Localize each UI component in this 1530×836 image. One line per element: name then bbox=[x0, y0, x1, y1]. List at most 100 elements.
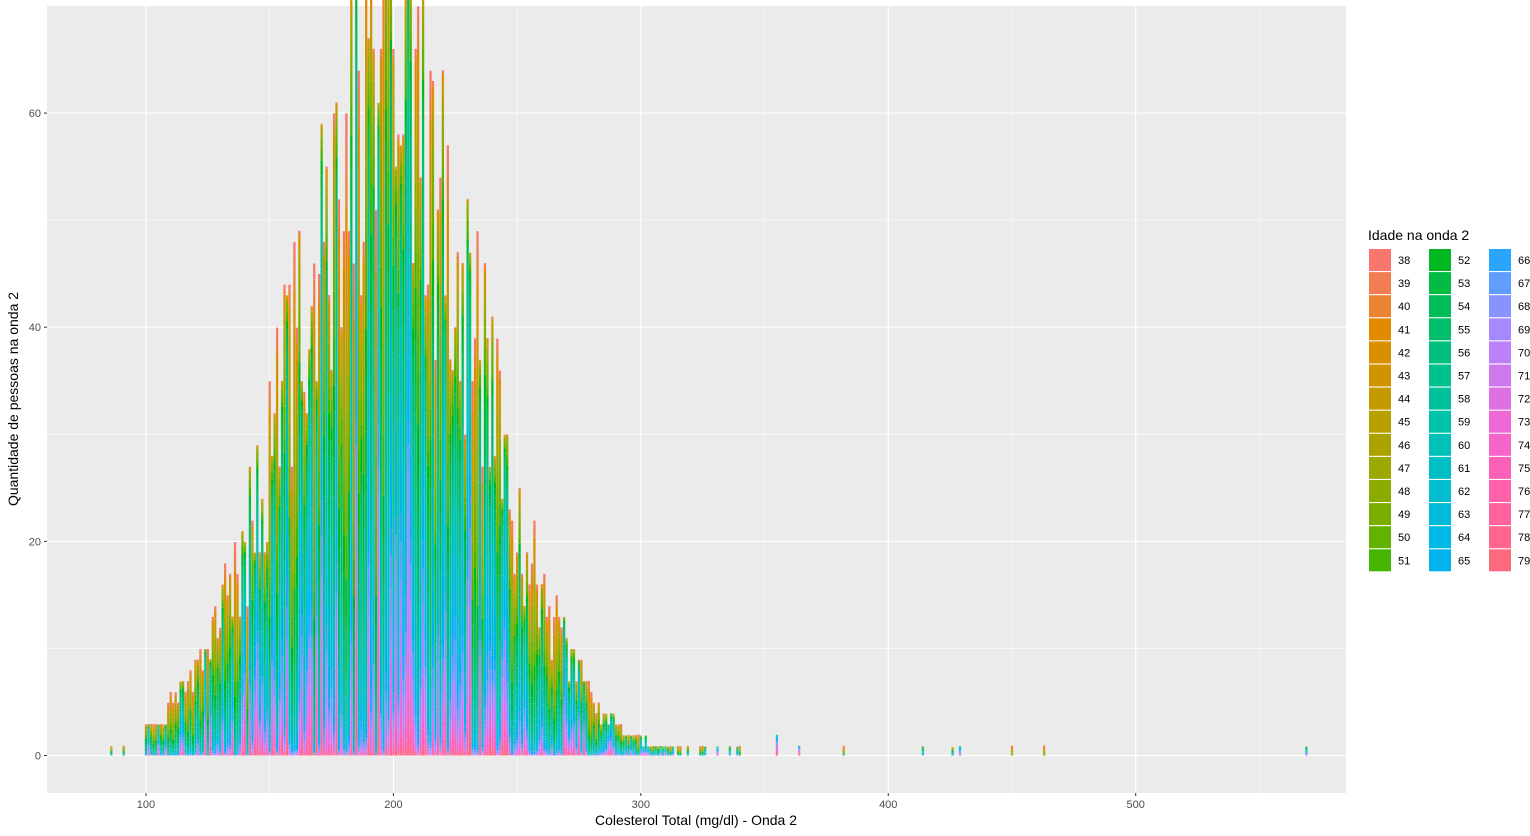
histogram-bar-segment bbox=[159, 725, 162, 726]
histogram-bar-segment bbox=[214, 735, 217, 740]
histogram-bar-segment bbox=[268, 628, 271, 649]
histogram-bar-segment bbox=[466, 319, 469, 347]
histogram-bar-segment bbox=[466, 604, 469, 638]
histogram-bar-segment bbox=[305, 654, 308, 671]
histogram-bar-segment bbox=[271, 464, 274, 469]
histogram-bar-segment bbox=[219, 627, 222, 630]
histogram-bar-segment bbox=[228, 752, 232, 753]
histogram-bar-segment bbox=[369, 377, 373, 414]
histogram-bar-segment bbox=[248, 498, 252, 510]
histogram-bar-segment bbox=[464, 598, 467, 621]
histogram-bar-segment bbox=[451, 751, 454, 754]
histogram-bar-segment bbox=[243, 567, 247, 575]
histogram-bar-segment bbox=[318, 400, 321, 417]
histogram-bar-segment bbox=[327, 333, 331, 343]
histogram-bar-segment bbox=[459, 750, 462, 753]
histogram-bar-segment bbox=[233, 542, 237, 551]
histogram-bar-segment bbox=[248, 479, 252, 484]
histogram-bar-segment bbox=[271, 592, 274, 604]
histogram-bar-segment bbox=[201, 695, 205, 702]
histogram-bar-segment bbox=[233, 674, 237, 682]
histogram-bar-segment bbox=[446, 602, 449, 638]
histogram-bar-segment bbox=[387, 0, 390, 6]
histogram-bar-segment bbox=[253, 754, 256, 756]
histogram-bar-segment bbox=[374, 423, 378, 456]
histogram-bar-segment bbox=[417, 753, 420, 755]
histogram-bar-segment bbox=[172, 752, 175, 754]
histogram-bar-segment bbox=[471, 743, 474, 747]
histogram-bar-segment bbox=[273, 723, 276, 731]
histogram-bar-segment bbox=[271, 473, 274, 480]
histogram-bar-segment bbox=[211, 751, 214, 752]
histogram-bar-segment bbox=[426, 508, 430, 544]
histogram-bar-segment bbox=[216, 740, 219, 743]
histogram-bar-segment bbox=[459, 393, 462, 396]
histogram-bar-segment bbox=[320, 661, 323, 689]
histogram-bar-segment bbox=[293, 290, 296, 306]
histogram-bar-segment bbox=[303, 533, 306, 550]
histogram-bar-segment bbox=[412, 693, 415, 711]
histogram-bar-segment bbox=[332, 175, 336, 189]
histogram-bar-segment bbox=[429, 164, 432, 186]
histogram-bar-segment bbox=[365, 727, 368, 735]
histogram-bar-segment bbox=[216, 642, 219, 646]
histogram-bar-segment bbox=[149, 737, 153, 739]
histogram-bar-segment bbox=[154, 736, 158, 739]
histogram-bar-segment bbox=[434, 544, 437, 563]
histogram-bar-segment bbox=[248, 469, 252, 470]
histogram-bar-segment bbox=[290, 724, 294, 732]
histogram-bar-segment bbox=[293, 358, 296, 388]
histogram-bar-segment bbox=[421, 146, 425, 166]
histogram-bar-segment bbox=[214, 750, 217, 752]
histogram-bar-segment bbox=[471, 729, 474, 736]
histogram-bar-segment bbox=[233, 594, 237, 610]
histogram-bar-segment bbox=[310, 345, 313, 356]
histogram-bar-segment bbox=[436, 212, 440, 215]
histogram-bar-segment bbox=[397, 141, 400, 146]
histogram-bar-segment bbox=[431, 716, 435, 722]
histogram-bar-segment bbox=[179, 751, 182, 753]
histogram-bar-segment bbox=[214, 641, 217, 653]
histogram-bar-segment bbox=[256, 611, 259, 632]
histogram-bar-segment bbox=[320, 618, 323, 638]
histogram-bar-segment bbox=[288, 493, 291, 517]
histogram-bar-segment bbox=[290, 737, 294, 742]
histogram-bar-segment bbox=[471, 660, 474, 674]
histogram-bar-segment bbox=[184, 737, 187, 740]
histogram-bar-segment bbox=[439, 234, 442, 256]
histogram-bar-segment bbox=[157, 730, 160, 732]
histogram-bar-segment bbox=[159, 753, 162, 755]
histogram-bar-segment bbox=[404, 227, 407, 252]
histogram-bar-segment bbox=[248, 467, 252, 469]
histogram-bar-segment bbox=[186, 749, 190, 752]
histogram-bar-segment bbox=[167, 728, 170, 731]
histogram-bar-segment bbox=[266, 544, 269, 546]
histogram-bar-segment bbox=[221, 603, 224, 608]
histogram-bar-segment bbox=[285, 507, 289, 535]
histogram-bar-segment bbox=[219, 639, 222, 643]
histogram-bar-segment bbox=[402, 460, 405, 505]
histogram-bar-segment bbox=[345, 740, 348, 746]
histogram-bar-segment bbox=[337, 599, 341, 623]
histogram-bar-segment bbox=[186, 683, 190, 687]
histogram-bar-segment bbox=[204, 667, 207, 673]
histogram-bar-segment bbox=[305, 422, 308, 428]
histogram-bar-segment bbox=[246, 675, 249, 682]
histogram-bar-segment bbox=[444, 310, 447, 316]
histogram-bar-segment bbox=[147, 745, 150, 747]
histogram-bar-segment bbox=[320, 127, 323, 131]
histogram-bar-segment bbox=[231, 632, 234, 639]
histogram-bar-segment bbox=[221, 590, 224, 594]
histogram-bar-segment bbox=[372, 752, 375, 754]
histogram-bar-segment bbox=[468, 697, 472, 713]
histogram-bar-segment bbox=[424, 731, 427, 737]
histogram-bar-segment bbox=[288, 746, 291, 750]
histogram-bar-segment bbox=[147, 747, 150, 750]
histogram-bar-segment bbox=[399, 155, 402, 160]
histogram-bar-segment bbox=[466, 220, 469, 229]
histogram-bar-segment bbox=[273, 553, 276, 563]
histogram-bar-segment bbox=[444, 320, 447, 325]
histogram-bar-segment bbox=[325, 685, 328, 706]
histogram-bar-segment bbox=[241, 572, 244, 577]
histogram-bar-segment bbox=[387, 339, 390, 394]
